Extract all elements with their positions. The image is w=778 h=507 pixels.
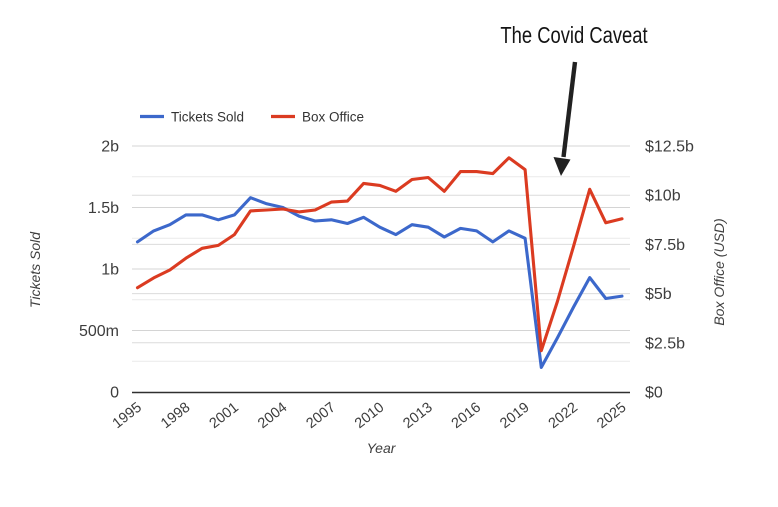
x-axis-tick-label: 2004 [255, 400, 290, 432]
annotation-arrow [553, 61, 578, 176]
tickets-sold-line [135, 196, 624, 369]
x-axis-tick-label: 2025 [594, 400, 629, 432]
x-axis-tick-label: 2019 [497, 400, 532, 432]
right-axis-title: Box Office (USD) [711, 218, 727, 325]
data-series [135, 156, 624, 369]
left-axis-tick-label: 2b [101, 139, 119, 156]
x-axis-tick-labels: 1995 1998 2001 2004 2007 2010 2013 2016 2019 2022… [110, 400, 630, 432]
legend: Tickets Sold Box Office [140, 110, 364, 125]
right-axis-tick-label: $5b [645, 286, 672, 303]
x-axis-tick-label: 1998 [158, 400, 193, 432]
left-axis-tick-label: 500m [79, 323, 119, 340]
left-axis-tick-label: 1.5b [88, 200, 119, 217]
x-axis-title: Year [367, 440, 397, 456]
box-office-line [135, 156, 624, 353]
legend-label-tickets-sold: Tickets Sold [171, 110, 244, 125]
right-axis-tick-labels: $12.5b $10b $7.5b $5b $2.5b $0 [645, 139, 694, 402]
x-axis-tick-label: 1995 [110, 400, 145, 432]
annotation-title: The Covid Caveat [500, 23, 647, 48]
right-axis-tick-label: $0 [645, 385, 663, 402]
gridlines [132, 145, 630, 362]
x-axis-tick-label: 2013 [400, 400, 435, 432]
x-axis-tick-label: 2016 [449, 400, 484, 432]
left-axis-title: Tickets Sold [27, 231, 43, 308]
x-axis-tick-label: 2007 [303, 400, 338, 432]
left-axis-tick-label: 1b [101, 262, 119, 279]
arrowhead-icon [553, 157, 571, 176]
x-axis-tick-label: 2010 [352, 400, 387, 432]
left-axis-tick-label: 0 [110, 385, 119, 402]
arrow-shaft [561, 61, 578, 158]
right-axis-tick-label: $2.5b [645, 335, 685, 352]
x-axis-tick-label: 2001 [207, 400, 242, 432]
right-axis-tick-label: $10b [645, 188, 681, 205]
right-axis-tick-label: $7.5b [645, 237, 685, 254]
right-axis-tick-label: $12.5b [645, 139, 694, 156]
left-axis-tick-labels: 2b 1.5b 1b 500m 0 [79, 139, 119, 402]
legend-label-box-office: Box Office [302, 110, 364, 125]
x-axis-tick-label: 2022 [546, 400, 581, 432]
